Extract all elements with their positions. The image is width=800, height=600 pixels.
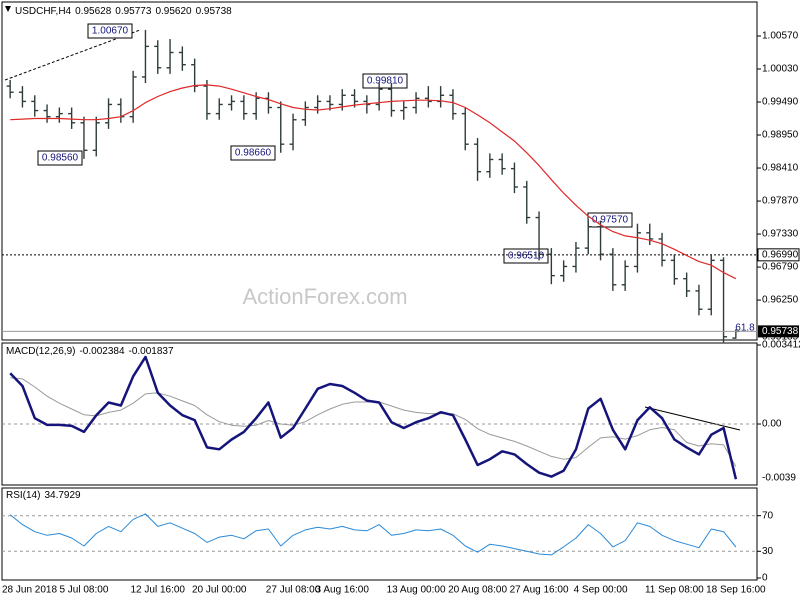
current-price-box [758,325,799,338]
annotation: 0.98560 [42,153,79,164]
macd-signal [10,377,737,467]
x-tick-label: 18 Sep 16:00 [706,585,766,596]
macd-line [9,355,738,480]
rsi-value: 34.7929 [44,490,81,501]
macd-title: MACD(12,26,9) [6,346,75,357]
low: 0.95620 [155,6,192,17]
macd-min-label: -0.0039 [762,473,796,484]
annotation-box [362,73,408,89]
annotation-box [37,150,83,166]
current-price-label: 0.95738 [762,326,799,337]
x-tick-label: 5 Jul 08:00 [59,585,108,596]
annotation: 0.97570 [592,215,629,226]
watermark: ActionForex.com [242,284,407,309]
x-tick-label: 13 Aug 00:00 [387,585,446,596]
y-tick-label: 1.00030 [762,64,799,75]
close: 0.95738 [196,6,233,17]
macd-header: MACD(12,26,9) -0.002384 -0.001837 [6,346,174,357]
y-tick-label: 0.96250 [762,295,799,306]
x-tick-label: 27 Jul 08:00 [266,585,321,596]
signal-value: -0.001837 [129,346,174,357]
high: 0.95773 [115,6,152,17]
y-tick-label: 0.00 [762,419,782,430]
symbol-icon [5,6,11,12]
annotation-box [87,23,133,39]
price-panel [1,1,758,341]
header: USDCHF,H4 0.95628 0.95773 0.95620 0.95738 [15,6,232,17]
rsi-title: RSI(14) [6,490,40,501]
annotation: 1.00670 [92,26,129,37]
y-tick-label: 0.99490 [762,97,799,108]
fib-label: 61.8 [735,323,755,334]
rsi-header: RSI(14) 34.7929 [6,490,81,501]
x-tick-label: 4 Sep 00:00 [574,585,628,596]
x-tick-label: 20 Jul 00:00 [192,585,247,596]
annotation: 0.96510 [508,251,545,262]
level-box [757,248,800,262]
y-tick-label: 0.98410 [762,163,799,174]
level-label: 0.96990 [762,249,799,260]
symbol: USDCHF,H4 [15,6,72,17]
annotation-box [503,248,549,264]
x-tick-label: 12 Jul 16:00 [131,585,186,596]
macd-trend-line [644,406,741,431]
annotation: 0.99810 [367,76,404,87]
macd-panel [1,342,758,486]
annotation: 0.98660 [235,148,272,159]
x-tick-label: 11 Sep 08:00 [645,585,704,596]
x-tick-label: 3 Aug 16:00 [316,585,370,596]
y-tick-label: 0.003412 [762,340,800,351]
open: 0.95628 [75,6,112,17]
trend-line [4,29,141,81]
y-tick-label: 70 [762,510,774,521]
y-tick-label: 0.96790 [762,262,799,273]
x-tick-label: 27 Aug 16:00 [510,585,569,596]
y-tick-label: 0 [762,573,768,584]
y-tick-label: 0.97330 [762,229,799,240]
macd-value: -0.002384 [79,346,124,357]
moving-average [10,84,737,280]
annotation-box [230,145,276,161]
y-tick-label: 1.00570 [762,31,799,42]
rsi-line [9,513,737,556]
rsi-panel [1,487,758,581]
x-tick-label: 28 Jun 2018 [2,585,57,596]
y-tick-label: 30 [762,546,774,557]
x-tick-label: 20 Aug 08:00 [448,585,507,596]
y-tick-label: 0.98950 [762,130,799,141]
y-tick-label: 0.97870 [762,196,799,207]
